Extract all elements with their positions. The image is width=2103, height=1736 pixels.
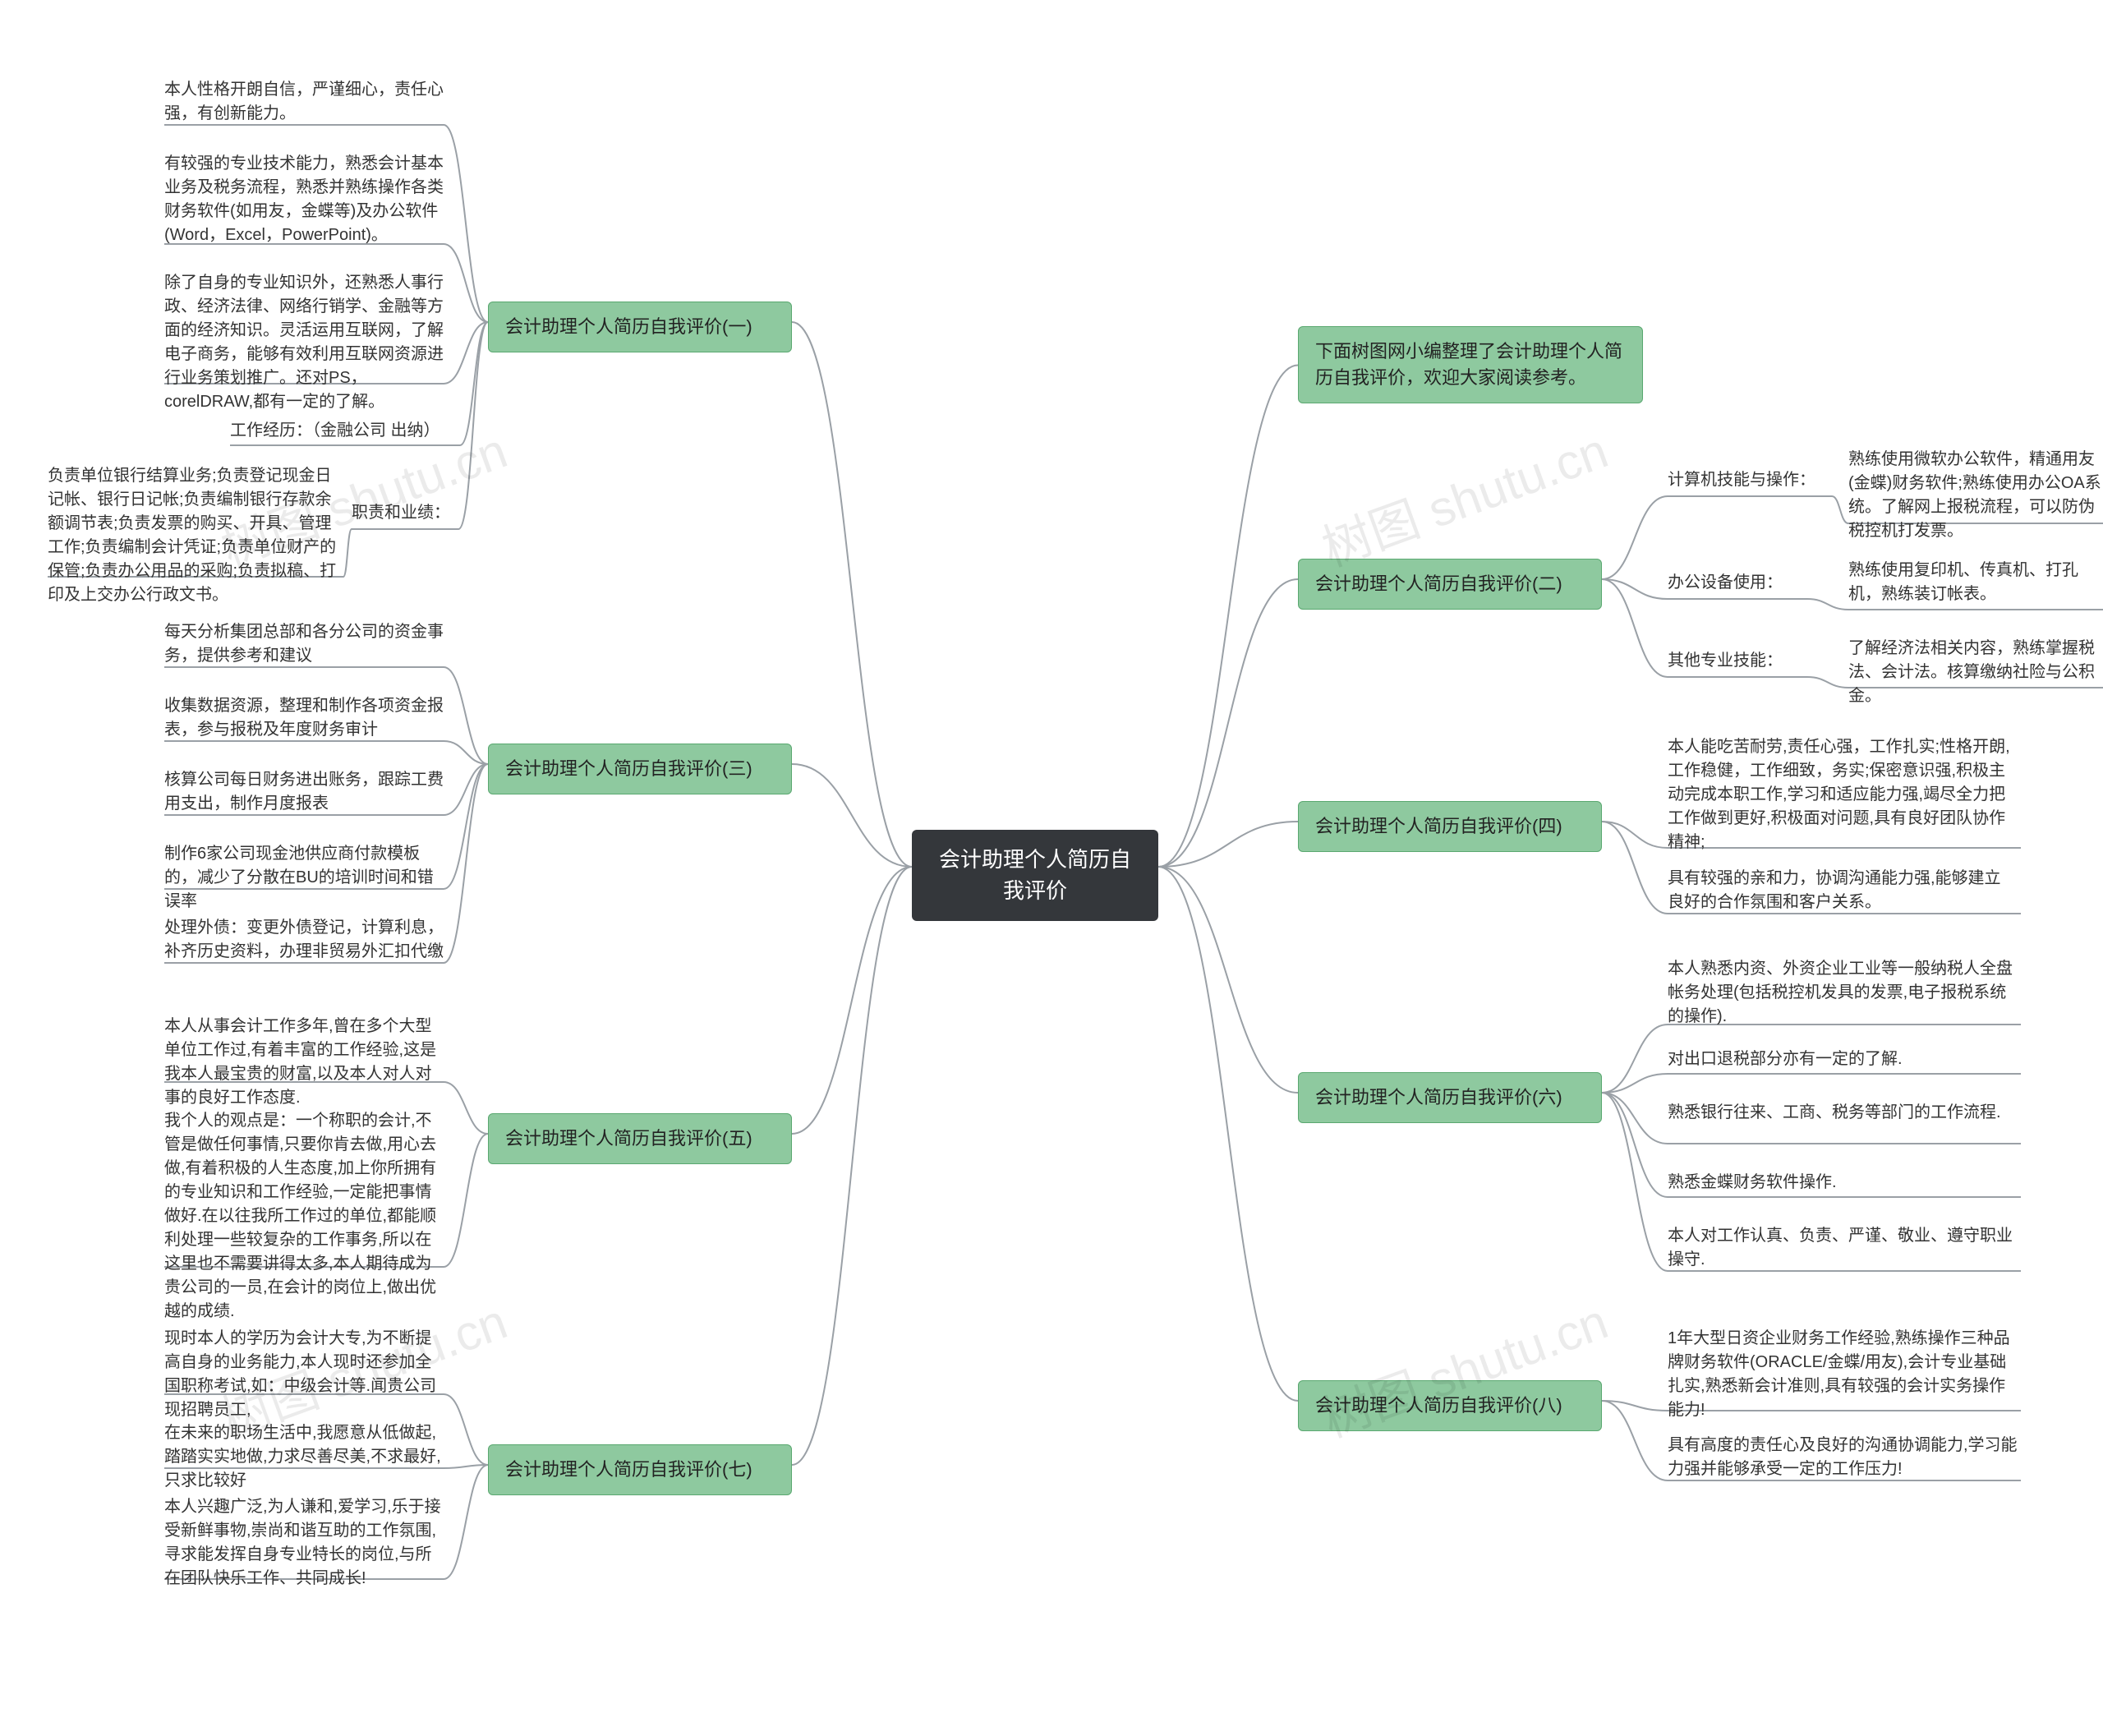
leaf-b6c2: 对出口退税部分亦有一定的了解. — [1668, 1048, 2021, 1071]
branch-b1[interactable]: 会计助理个人简历自我评价(一) — [488, 302, 792, 352]
leaf-b3c4: 制作6家公司现金池供应商付款模板的，减少了分散在BU的培训时间和错误率 — [164, 842, 444, 914]
watermark-1: 树图 shutu.cn — [1311, 411, 1616, 580]
leaf-b6c1: 本人熟悉内资、外资企业工业等一般纳税人全盘帐务处理(包括税控机发具的发票,电子报… — [1668, 957, 2021, 1029]
leaf-b4c1: 本人能吃苦耐劳,责任心强，工作扎实;性格开朗,工作稳健，工作细致，务实;保密意识… — [1668, 735, 2021, 854]
root-node[interactable]: 会计助理个人简历自我评价 — [912, 830, 1158, 921]
leaf-b4c2: 具有较强的亲和力，协调沟通能力强,能够建立 良好的合作氛围和客户关系。 — [1668, 867, 2021, 914]
leaf-b7c1: 现时本人的学历为会计大专,为不断提高自身的业务能力,本人现时还参加全国职称考试,… — [164, 1327, 444, 1422]
branch-intro[interactable]: 下面树图网小编整理了会计助理个人简历自我评价，欢迎大家阅读参考。 — [1298, 326, 1643, 403]
label-b1c5: 职责和业绩： — [352, 501, 458, 525]
leaf-b6c5: 本人对工作认真、负责、严谨、敬业、遵守职业操守. — [1668, 1224, 2021, 1272]
leaf-b1c4: 工作经历：（金融公司 出纳） — [230, 419, 460, 443]
leaf-b1c1: 本人性格开朗自信，严谨细心，责任心强，有创新能力。 — [164, 78, 444, 126]
branch-b8[interactable]: 会计助理个人简历自我评价(八) — [1298, 1380, 1602, 1431]
leaf-b8c1: 1年大型日资企业财务工作经验,熟练操作三种品牌财务软件(ORACLE/金蝶/用友… — [1668, 1327, 2021, 1422]
branch-b2[interactable]: 会计助理个人简历自我评价(二) — [1298, 559, 1602, 610]
label-b2c2: 办公设备使用： — [1668, 571, 1807, 595]
leaf-b7c3: 本人兴趣广泛,为人谦和,爱学习,乐于接受新鲜事物,崇尚和谐互助的工作氛围,寻求能… — [164, 1495, 444, 1591]
leaf-b2c1: 熟练使用微软办公软件，精通用友(金蝶)财务软件;熟练使用办公OA系统。了解网上报… — [1848, 448, 2103, 543]
leaf-b8c2: 具有高度的责任心及良好的沟通协调能力,学习能力强并能够承受一定的工作压力! — [1668, 1434, 2021, 1481]
leaf-b2c3: 了解经济法相关内容，熟练掌握税法、会计法。核算缴纳社险与公积金。 — [1848, 637, 2103, 708]
branch-b5[interactable]: 会计助理个人简历自我评价(五) — [488, 1113, 792, 1164]
label-b2c1: 计算机技能与操作： — [1668, 468, 1832, 492]
leaf-b3c2: 收集数据资源，整理和制作各项资金报表，参与报税及年度财务审计 — [164, 694, 444, 742]
leaf-b5c1: 本人从事会计工作多年,曾在多个大型单位工作过,有着丰富的工作经验,这是我本人最宝… — [164, 1015, 444, 1110]
leaf-b6c4: 熟悉金蝶财务软件操作. — [1668, 1171, 2021, 1195]
leaf-b1c3: 除了自身的专业知识外，还熟悉人事行政、经济法律、网络行销学、金融等方面的经济知识… — [164, 271, 444, 414]
leaf-b3c3: 核算公司每日财务进出账务，跟踪工费用支出，制作月度报表 — [164, 768, 444, 816]
branch-b4[interactable]: 会计助理个人简历自我评价(四) — [1298, 801, 1602, 852]
leaf-b2c2: 熟练使用复印机、传真机、打孔机，熟练装订帐表。 — [1848, 559, 2103, 606]
label-b2c3: 其他专业技能： — [1668, 649, 1807, 673]
leaf-b3c5: 处理外债：变更外债登记，计算利息，补齐历史资料，办理非贸易外汇扣代缴 — [164, 916, 444, 964]
branch-b6[interactable]: 会计助理个人简历自我评价(六) — [1298, 1072, 1602, 1123]
leaf-b3c1: 每天分析集团总部和各分公司的资金事务，提供参考和建议 — [164, 620, 444, 668]
leaf-b1c2: 有较强的专业技术能力，熟悉会计基本业务及税务流程，熟悉并熟练操作各类财务软件(如… — [164, 152, 444, 247]
branch-b7[interactable]: 会计助理个人简历自我评价(七) — [488, 1444, 792, 1495]
leaf-b5c2: 我个人的观点是：一个称职的会计,不管是做任何事情,只要你肯去做,用心去做,有着积… — [164, 1109, 444, 1324]
leaf-b1c5: 负责单位银行结算业务;负责登记现金日记帐、银行日记帐;负责编制银行存款余额调节表… — [48, 464, 343, 607]
branch-b3[interactable]: 会计助理个人简历自我评价(三) — [488, 744, 792, 794]
leaf-b6c3: 熟悉银行往来、工商、税务等部门的工作流程. — [1668, 1101, 2021, 1125]
leaf-b7c2: 在未来的职场生活中,我愿意从低做起,踏踏实实地做,力求尽善尽美,不求最好,只求比… — [164, 1421, 444, 1493]
